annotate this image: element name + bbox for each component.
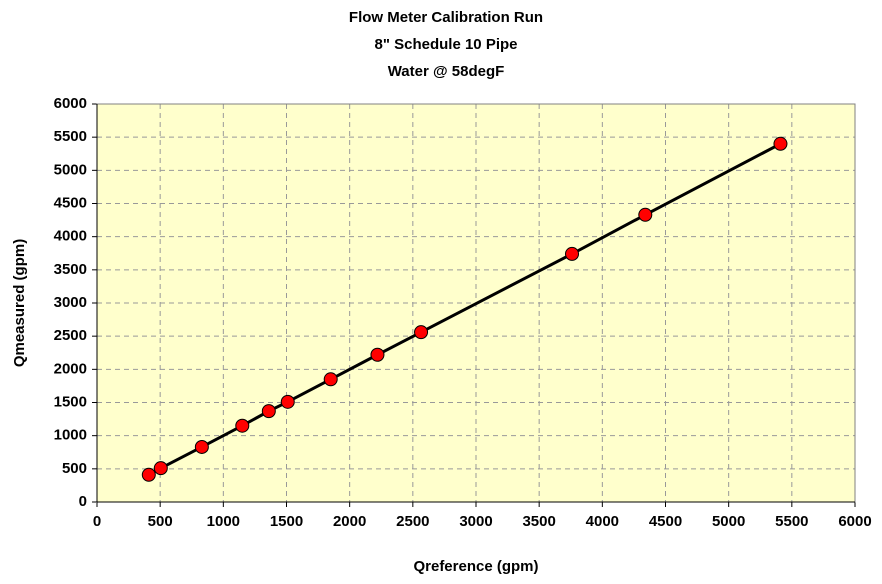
data-point xyxy=(370,347,385,362)
x-tick-label: 0 xyxy=(93,513,101,530)
data-point xyxy=(280,394,295,409)
data-point xyxy=(414,325,429,340)
x-tick-label: 3500 xyxy=(522,513,555,530)
data-point xyxy=(153,461,168,476)
chart-title: Water @ 58degF xyxy=(388,63,505,80)
x-tick-label: 6000 xyxy=(838,513,871,530)
x-tick-label: 5500 xyxy=(775,513,808,530)
y-tick-label: 500 xyxy=(62,460,87,477)
chart-title: 8" Schedule 10 Pipe xyxy=(374,36,517,53)
y-tick-label: 2500 xyxy=(54,327,87,344)
y-tick-label: 3000 xyxy=(54,294,87,311)
y-tick-label: 5000 xyxy=(54,161,87,178)
y-axis-label: Qmeasured (gpm) xyxy=(11,239,28,367)
y-tick-label: 3500 xyxy=(54,261,87,278)
x-axis-label: Qreference (gpm) xyxy=(413,558,538,575)
y-tick-label: 0 xyxy=(79,493,87,510)
y-tick-label: 6000 xyxy=(54,95,87,112)
data-point xyxy=(323,372,338,387)
data-line xyxy=(148,142,782,477)
x-tick-label: 4500 xyxy=(649,513,682,530)
chart-title: Flow Meter Calibration Run xyxy=(349,9,543,26)
x-tick-label: 1000 xyxy=(207,513,240,530)
y-tick-label: 4500 xyxy=(54,194,87,211)
data-point xyxy=(261,404,276,419)
x-tick-label: 3000 xyxy=(459,513,492,530)
x-tick-label: 4000 xyxy=(586,513,619,530)
y-tick-label: 1500 xyxy=(54,393,87,410)
y-tick-label: 5500 xyxy=(54,128,87,145)
data-point xyxy=(235,418,250,433)
y-tick-label: 4000 xyxy=(54,228,87,245)
data-point xyxy=(141,467,156,482)
x-tick-label: 1500 xyxy=(270,513,303,530)
data-point xyxy=(194,439,209,454)
data-point xyxy=(773,136,788,151)
data-point xyxy=(565,246,580,261)
y-tick-label: 2000 xyxy=(54,360,87,377)
x-tick-label: 500 xyxy=(148,513,173,530)
x-tick-label: 2500 xyxy=(396,513,429,530)
x-tick-label: 2000 xyxy=(333,513,366,530)
x-tick-label: 5000 xyxy=(712,513,745,530)
data-point xyxy=(638,207,653,222)
y-tick-label: 1000 xyxy=(54,427,87,444)
